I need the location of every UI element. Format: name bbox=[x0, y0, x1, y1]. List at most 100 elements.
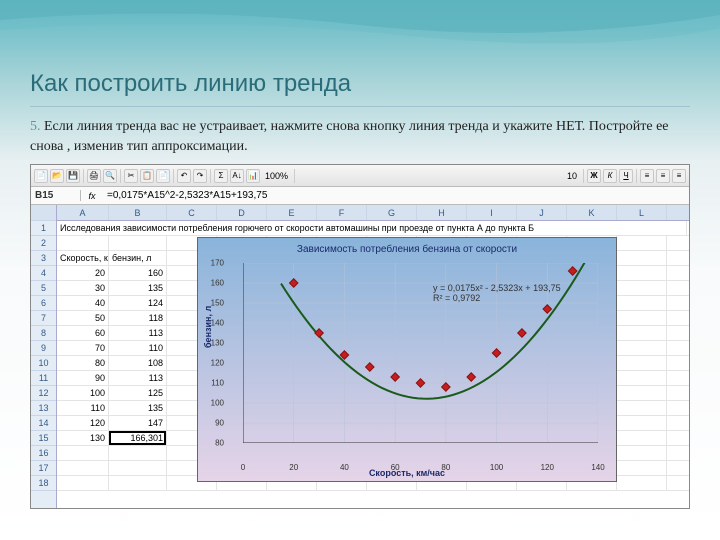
cell[interactable]: 70 bbox=[57, 341, 109, 355]
cell[interactable]: 50 bbox=[57, 311, 109, 325]
cell[interactable] bbox=[109, 446, 167, 460]
cell[interactable] bbox=[617, 326, 667, 340]
cell[interactable]: 135 bbox=[109, 401, 167, 415]
cell[interactable]: 135 bbox=[109, 281, 167, 295]
row-header[interactable]: 6 bbox=[31, 296, 56, 311]
cell[interactable]: Скорость, км.час bbox=[57, 251, 109, 265]
name-box[interactable]: B15 bbox=[31, 190, 81, 201]
row-header[interactable]: 11 bbox=[31, 371, 56, 386]
column-header[interactable]: K bbox=[567, 205, 617, 220]
align-right-icon[interactable]: ≡ bbox=[672, 169, 686, 183]
cell[interactable] bbox=[617, 461, 667, 475]
sum-icon[interactable]: Σ bbox=[214, 169, 228, 183]
cell[interactable] bbox=[617, 236, 667, 250]
column-header[interactable]: E bbox=[267, 205, 317, 220]
cell[interactable] bbox=[617, 266, 667, 280]
row-header[interactable]: 17 bbox=[31, 461, 56, 476]
preview-icon[interactable]: 🔍 bbox=[103, 169, 117, 183]
underline-button[interactable]: Ч bbox=[619, 169, 633, 183]
cell[interactable]: 125 bbox=[109, 386, 167, 400]
cell[interactable] bbox=[617, 416, 667, 430]
cell[interactable]: 40 bbox=[57, 296, 109, 310]
cell[interactable]: 60 bbox=[57, 326, 109, 340]
cell[interactable] bbox=[617, 371, 667, 385]
column-header[interactable]: F bbox=[317, 205, 367, 220]
row-header[interactable]: 15 bbox=[31, 431, 56, 446]
print-icon[interactable]: 🖨 bbox=[87, 169, 101, 183]
copy-icon[interactable]: 📋 bbox=[140, 169, 154, 183]
row-header[interactable]: 13 bbox=[31, 401, 56, 416]
cell[interactable]: 108 bbox=[109, 356, 167, 370]
cell[interactable] bbox=[617, 251, 667, 265]
column-header[interactable]: I bbox=[467, 205, 517, 220]
cell[interactable] bbox=[57, 476, 109, 490]
row-header[interactable]: 3 bbox=[31, 251, 56, 266]
cell[interactable]: 113 bbox=[109, 326, 167, 340]
row-header[interactable]: 14 bbox=[31, 416, 56, 431]
open-icon[interactable]: 📂 bbox=[50, 169, 64, 183]
column-header[interactable]: D bbox=[217, 205, 267, 220]
column-header[interactable]: L bbox=[617, 205, 667, 220]
cell[interactable]: 118 bbox=[109, 311, 167, 325]
cell[interactable] bbox=[109, 476, 167, 490]
cell[interactable]: 90 bbox=[57, 371, 109, 385]
bold-button[interactable]: Ж bbox=[587, 169, 601, 183]
cell[interactable]: 100 bbox=[57, 386, 109, 400]
cell[interactable] bbox=[617, 431, 667, 445]
new-icon[interactable]: 📄 bbox=[34, 169, 48, 183]
cell[interactable]: 166,301 bbox=[109, 431, 167, 445]
column-header[interactable]: A bbox=[57, 205, 109, 220]
corner-cell[interactable] bbox=[31, 205, 56, 221]
cell[interactable] bbox=[617, 476, 667, 490]
row-header[interactable]: 5 bbox=[31, 281, 56, 296]
paste-icon[interactable]: 📄 bbox=[156, 169, 170, 183]
save-icon[interactable]: 💾 bbox=[66, 169, 80, 183]
cell[interactable] bbox=[617, 356, 667, 370]
cell[interactable] bbox=[617, 446, 667, 460]
cell[interactable]: 120 bbox=[57, 416, 109, 430]
row-header[interactable]: 9 bbox=[31, 341, 56, 356]
cell[interactable]: бензин, л bbox=[109, 251, 167, 265]
redo-icon[interactable]: ↷ bbox=[193, 169, 207, 183]
zoom-level[interactable]: 100% bbox=[262, 171, 291, 181]
font-size[interactable]: 10 bbox=[564, 171, 580, 181]
undo-icon[interactable]: ↶ bbox=[177, 169, 191, 183]
cell[interactable] bbox=[57, 446, 109, 460]
sort-icon[interactable]: A↓ bbox=[230, 169, 244, 183]
italic-button[interactable]: К bbox=[603, 169, 617, 183]
row-header[interactable]: 7 bbox=[31, 311, 56, 326]
row-header[interactable]: 2 bbox=[31, 236, 56, 251]
cell[interactable] bbox=[617, 401, 667, 415]
cut-icon[interactable]: ✂ bbox=[124, 169, 138, 183]
cell[interactable]: 113 bbox=[109, 371, 167, 385]
column-header[interactable]: B bbox=[109, 205, 167, 220]
embedded-chart[interactable]: Зависимость потребления бензина от скоро… bbox=[197, 237, 617, 482]
row-header[interactable]: 12 bbox=[31, 386, 56, 401]
cell[interactable]: 110 bbox=[57, 401, 109, 415]
column-header[interactable]: J bbox=[517, 205, 567, 220]
formula-input[interactable]: =0,0175*A15^2-2,5323*A15+193,75 bbox=[103, 190, 689, 201]
cell[interactable] bbox=[617, 296, 667, 310]
chart-icon[interactable]: 📊 bbox=[246, 169, 260, 183]
cell[interactable]: 130 bbox=[57, 431, 109, 445]
align-left-icon[interactable]: ≡ bbox=[640, 169, 654, 183]
cell[interactable] bbox=[109, 461, 167, 475]
cell[interactable] bbox=[109, 236, 167, 250]
column-header[interactable]: C bbox=[167, 205, 217, 220]
cell[interactable]: 147 bbox=[109, 416, 167, 430]
row-header[interactable]: 1 bbox=[31, 221, 56, 236]
fx-label[interactable]: fx bbox=[81, 191, 103, 201]
cell[interactable] bbox=[57, 461, 109, 475]
cell[interactable]: 110 bbox=[109, 341, 167, 355]
cell[interactable] bbox=[617, 341, 667, 355]
row-header[interactable]: 10 bbox=[31, 356, 56, 371]
cell[interactable]: 124 bbox=[109, 296, 167, 310]
cell[interactable]: 20 bbox=[57, 266, 109, 280]
cell[interactable] bbox=[617, 311, 667, 325]
cell[interactable] bbox=[617, 386, 667, 400]
row-header[interactable]: 8 bbox=[31, 326, 56, 341]
row-header[interactable]: 18 bbox=[31, 476, 56, 491]
align-center-icon[interactable]: ≡ bbox=[656, 169, 670, 183]
column-header[interactable]: H bbox=[417, 205, 467, 220]
cell[interactable]: 160 bbox=[109, 266, 167, 280]
